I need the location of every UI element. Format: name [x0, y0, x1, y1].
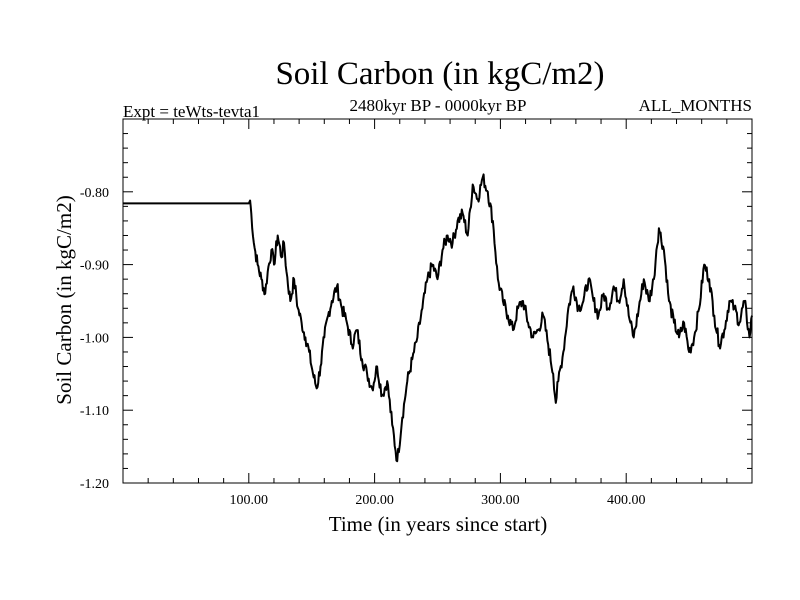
x-tick-label: 300.00 [481, 493, 520, 508]
y-tick-label: -1.00 [80, 331, 109, 346]
chart-subtitle-months: ALL_MONTHS [639, 96, 752, 115]
chart-subtitle-period: 2480kyr BP - 0000kyr BP [350, 96, 527, 115]
y-tick-label: -0.90 [80, 259, 109, 274]
y-tick-label: -1.20 [80, 477, 109, 492]
y-tick-label: -0.80 [80, 186, 109, 201]
x-tick-label: 200.00 [355, 493, 394, 508]
chart-subtitle-experiment: Expt = teWts-tevta1 [123, 102, 260, 121]
y-tick-label: -1.10 [80, 404, 109, 419]
y-axis-label: Soil Carbon (in kgC/m2) [52, 195, 76, 404]
axis-ticks [122, 118, 753, 484]
x-tick-label: 100.00 [230, 493, 269, 508]
chart-title: Soil Carbon (in kgC/m2) [275, 56, 604, 92]
x-tick-label: 400.00 [607, 493, 646, 508]
series-line-soil-carbon [123, 173, 753, 463]
plot-area [122, 118, 753, 484]
y-tick-labels: -1.20 -1.10 -1.00 -0.90 -0.80 [80, 186, 109, 492]
x-tick-labels: 100.00 200.00 300.00 400.00 [230, 493, 646, 508]
x-axis-label: Time (in years since start) [329, 512, 548, 536]
